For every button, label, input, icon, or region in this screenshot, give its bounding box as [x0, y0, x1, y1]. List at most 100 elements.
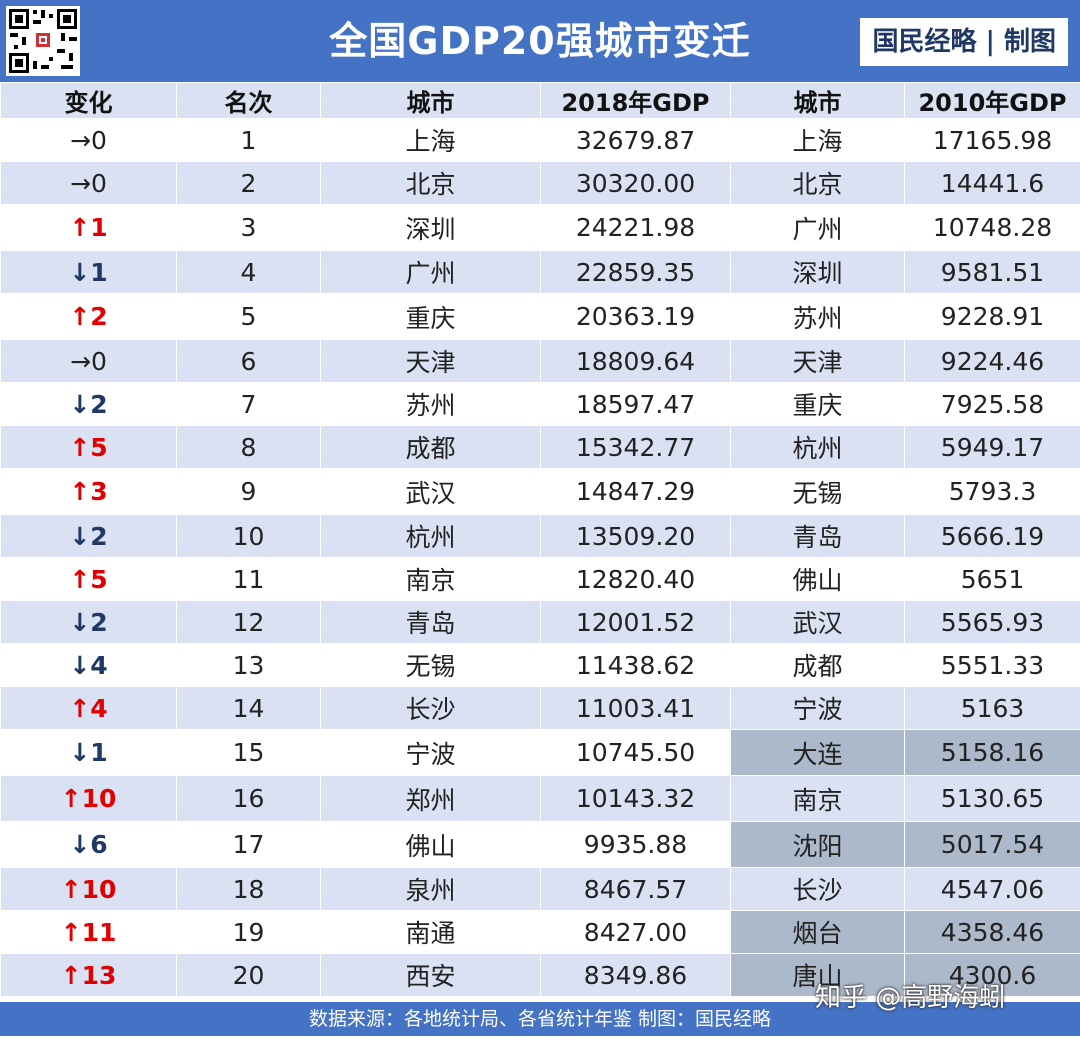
city-2018-cell: 成都 — [320, 425, 541, 469]
rank-change-indicator: →0 — [70, 168, 107, 198]
gdp-2010-cell: 5130.65 — [904, 775, 1080, 822]
rank-change-indicator: ↓4 — [69, 650, 108, 680]
rank-change-indicator: ↑3 — [69, 477, 108, 506]
rank-change-indicator: ↓6 — [69, 830, 108, 859]
city-2018-cell: 武汉 — [320, 468, 541, 515]
rank-change-indicator: ↑13 — [60, 960, 117, 990]
table-row: ↓2 10 杭州 13509.20 青岛 5666.19 — [0, 514, 1080, 558]
column-header-rank: 名次 — [176, 82, 321, 119]
city-2010-cell: 青岛 — [730, 514, 905, 558]
table-row: ↓2 7 苏州 18597.47 重庆 7925.58 — [0, 382, 1080, 426]
gdp-2010-cell: 5565.93 — [904, 600, 1080, 644]
rank-change-indicator: →0 — [70, 125, 107, 155]
gdp-2018-cell: 11438.62 — [540, 643, 731, 687]
rank-cell: 20 — [176, 953, 321, 997]
table-row: ↑11 19 南通 8427.00 烟台 4358.46 — [0, 910, 1080, 954]
table-row: ↓6 17 佛山 9935.88 沈阳 5017.54 — [0, 821, 1080, 868]
gdp-2010-cell: 4300.6 — [904, 953, 1080, 997]
change-cell: →0 — [0, 161, 177, 205]
rank-cell: 2 — [176, 161, 321, 205]
city-2010-cell: 南京 — [730, 775, 905, 822]
rank-cell: 8 — [176, 425, 321, 469]
rank-cell: 9 — [176, 468, 321, 515]
change-cell: ↑5 — [0, 557, 177, 601]
city-2018-cell: 西安 — [320, 953, 541, 997]
gdp-2010-cell: 5163 — [904, 686, 1080, 730]
rank-change-indicator: ↑10 — [60, 784, 117, 813]
city-2018-cell: 郑州 — [320, 775, 541, 822]
city-2010-cell: 广州 — [730, 204, 905, 251]
rank-cell: 16 — [176, 775, 321, 822]
city-2018-cell: 深圳 — [320, 204, 541, 251]
city-2018-cell: 佛山 — [320, 821, 541, 868]
city-2010-cell: 无锡 — [730, 468, 905, 515]
change-cell: ↓2 — [0, 514, 177, 558]
change-cell: ↑2 — [0, 293, 177, 340]
city-2010-cell: 宁波 — [730, 686, 905, 730]
gdp-2010-cell: 9224.46 — [904, 339, 1080, 383]
page-title: 全国GDP20强城市变迁 — [329, 19, 751, 63]
city-2010-cell: 上海 — [730, 118, 905, 162]
rank-change-indicator: ↑1 — [69, 213, 108, 242]
change-cell: ↓2 — [0, 382, 177, 426]
rank-cell: 18 — [176, 867, 321, 911]
rank-cell: 19 — [176, 910, 321, 954]
city-2010-cell: 苏州 — [730, 293, 905, 340]
gdp-2018-cell: 9935.88 — [540, 821, 731, 868]
change-cell: ↑11 — [0, 910, 177, 954]
table-row: ↑5 11 南京 12820.40 佛山 5651 — [0, 557, 1080, 601]
gdp-2010-cell: 9581.51 — [904, 250, 1080, 294]
city-2010-cell: 成都 — [730, 643, 905, 687]
gdp-2018-cell: 10143.32 — [540, 775, 731, 822]
city-2010-cell: 天津 — [730, 339, 905, 383]
gdp-2018-cell: 30320.00 — [540, 161, 731, 205]
rank-cell: 7 — [176, 382, 321, 426]
city-2018-cell: 泉州 — [320, 867, 541, 911]
rank-cell: 15 — [176, 729, 321, 776]
column-header-gdp-2010: 2010年GDP — [904, 82, 1080, 119]
gdp-2018-cell: 13509.20 — [540, 514, 731, 558]
change-cell: ↑4 — [0, 686, 177, 730]
city-2010-cell: 重庆 — [730, 382, 905, 426]
table-row: ↓1 4 广州 22859.35 深圳 9581.51 — [0, 250, 1080, 294]
table-row: ↑2 5 重庆 20363.19 苏州 9228.91 — [0, 293, 1080, 340]
change-cell: ↑1 — [0, 204, 177, 251]
gdp-2010-cell: 5551.33 — [904, 643, 1080, 687]
city-2010-cell: 北京 — [730, 161, 905, 205]
rank-cell: 11 — [176, 557, 321, 601]
city-2018-cell: 北京 — [320, 161, 541, 205]
rank-cell: 5 — [176, 293, 321, 340]
title-bar: 全国GDP20强城市变迁 国民经略 | 制图 — [0, 0, 1080, 82]
rank-cell: 13 — [176, 643, 321, 687]
change-cell: ↑10 — [0, 867, 177, 911]
column-header-change: 变化 — [0, 82, 177, 119]
table-body: →0 1 上海 32679.87 上海 17165.98 →0 2 北京 30320.00 北京 14… — [0, 118, 1080, 997]
gdp-2018-cell: 18809.64 — [540, 339, 731, 383]
rank-cell: 14 — [176, 686, 321, 730]
city-2018-cell: 上海 — [320, 118, 541, 162]
city-2010-cell: 杭州 — [730, 425, 905, 469]
rank-cell: 6 — [176, 339, 321, 383]
column-header-city-2010: 城市 — [730, 82, 905, 119]
gdp-2010-cell: 7925.58 — [904, 382, 1080, 426]
qr-code-icon — [6, 6, 80, 76]
column-header-gdp-2018: 2018年GDP — [540, 82, 731, 119]
gdp-2018-cell: 14847.29 — [540, 468, 731, 515]
rank-change-indicator: ↓2 — [69, 389, 108, 419]
rank-cell: 10 — [176, 514, 321, 558]
gdp-2010-cell: 5666.19 — [904, 514, 1080, 558]
change-cell: ↓4 — [0, 643, 177, 687]
table-row: →0 6 天津 18809.64 天津 9224.46 — [0, 339, 1080, 383]
rank-cell: 3 — [176, 204, 321, 251]
city-2018-cell: 南通 — [320, 910, 541, 954]
gdp-2010-cell: 9228.91 — [904, 293, 1080, 340]
city-2018-cell: 宁波 — [320, 729, 541, 776]
table-row: ↓4 13 无锡 11438.62 成都 5551.33 — [0, 643, 1080, 687]
source-footer: 数据来源：各地统计局、各省统计年鉴 制图：国民经略 — [0, 1002, 1080, 1036]
gdp-2018-cell: 10745.50 — [540, 729, 731, 776]
gdp-2018-cell: 8349.86 — [540, 953, 731, 997]
table-row: ↑5 8 成都 15342.77 杭州 5949.17 — [0, 425, 1080, 469]
rank-change-indicator: ↑4 — [69, 693, 108, 723]
gdp-2010-cell: 17165.98 — [904, 118, 1080, 162]
column-header-city-2018: 城市 — [320, 82, 541, 119]
